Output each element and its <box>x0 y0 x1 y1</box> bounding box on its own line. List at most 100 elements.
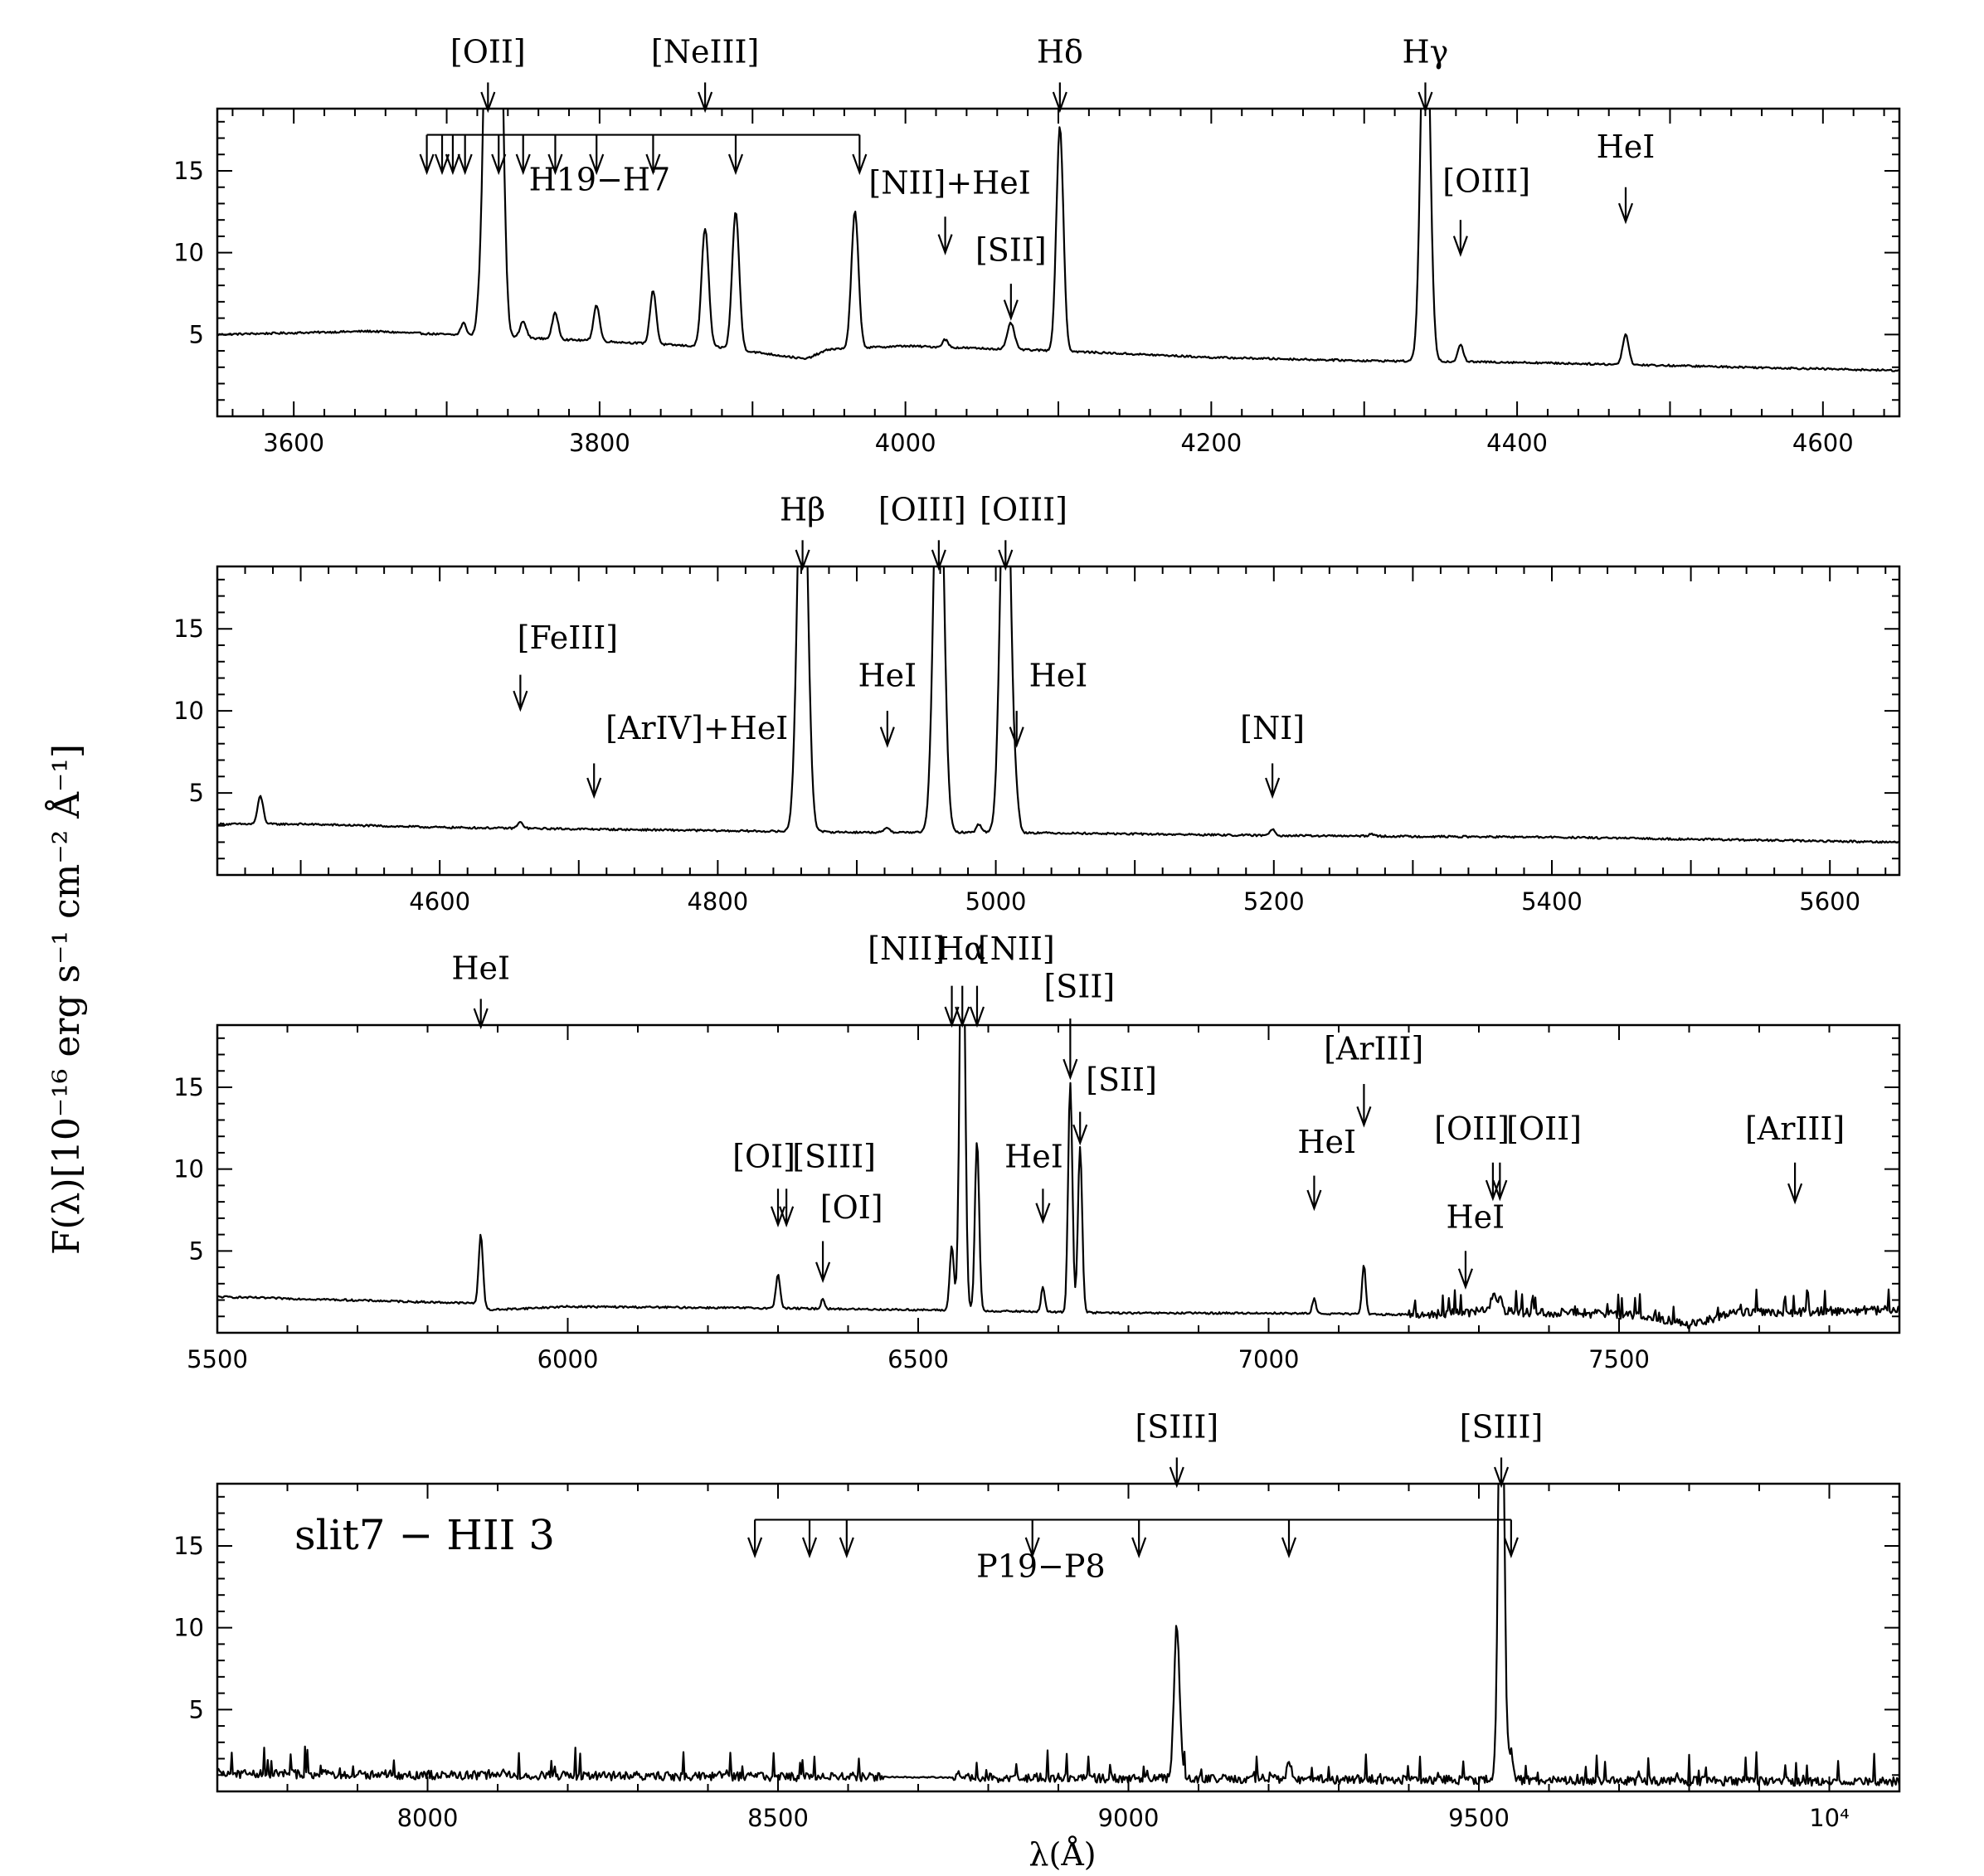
bracket-arrowhead <box>839 1537 854 1559</box>
line-marker: [OIII] <box>980 492 1067 571</box>
marker-arrowhead <box>1072 1124 1088 1146</box>
x-tick-label: 5600 <box>1799 887 1860 916</box>
marker-arrowhead <box>1356 1106 1372 1128</box>
x-tick-label: 4600 <box>1792 429 1854 457</box>
marker-arrowhead <box>1492 1179 1508 1202</box>
marker-arrowhead <box>1617 202 1634 225</box>
panel-4: 8000 8500 9000 9500 10⁴ 5 10 15 [SIII] [SIII] P19−… <box>173 1409 1901 1832</box>
marker-arrowhead <box>1009 727 1024 748</box>
x-axis-title: λ(Å) <box>1028 1836 1096 1873</box>
y-tick-label: 5 <box>189 1237 204 1265</box>
line-marker: [ArIII] <box>1324 1030 1423 1128</box>
line-marker: [OII] <box>1492 1111 1582 1202</box>
line-marker: HeI <box>1597 129 1656 225</box>
line-label: [SIII] <box>1460 1409 1544 1446</box>
x-tick-label: 9500 <box>1448 1804 1510 1832</box>
panel-annotation: slit7 − HII 3 <box>294 1511 555 1559</box>
line-marker: Hγ <box>1403 34 1448 114</box>
spectrum-line <box>217 108 1899 372</box>
line-label: HeI <box>1597 129 1656 165</box>
line-marker: [OIII] <box>1442 163 1530 257</box>
marker-arrowhead <box>1417 91 1433 114</box>
y-tick-label: 15 <box>173 1532 204 1560</box>
line-label: [NII] <box>868 931 945 967</box>
marker-arrowhead <box>1035 1203 1051 1225</box>
plot-frame <box>216 565 1901 877</box>
marker-arrowhead <box>1063 1058 1078 1081</box>
marker-arrowhead <box>513 690 528 712</box>
line-marker: Hδ <box>1037 34 1083 114</box>
y-axis-title: F(λ)[10⁻¹⁶ erg s⁻¹ cm⁻² Å⁻¹] <box>44 744 88 1255</box>
marker-arrowhead <box>795 549 810 571</box>
panel-2: 4600 4800 5000 5200 5400 5600 5 10 15 Hβ [OIII] [OI… <box>173 492 1901 916</box>
line-marker: [SII] <box>1043 968 1115 1081</box>
line-label: [SIII] <box>1135 1409 1218 1446</box>
bracket-arrowhead <box>589 153 605 176</box>
line-label: HeI <box>1446 1199 1505 1236</box>
line-label: Hδ <box>1037 34 1083 70</box>
line-marker: [ArIII] <box>1745 1111 1845 1205</box>
x-tick-label: 4400 <box>1486 429 1548 457</box>
marker-arrowhead <box>879 727 895 748</box>
line-label: HeI <box>1297 1124 1356 1160</box>
bracket-label: H19−H7 <box>529 162 671 198</box>
bracket-arrowhead <box>515 153 531 176</box>
marker-arrowhead <box>1003 299 1019 321</box>
marker-arrowhead <box>1787 1183 1803 1205</box>
line-label: [NI] <box>1240 710 1305 746</box>
line-marker: [SIII] <box>1135 1409 1218 1489</box>
line-label: [OII] <box>450 34 526 70</box>
line-label: Hβ <box>780 492 825 528</box>
marker-arrowhead <box>1306 1189 1322 1212</box>
plot-frame <box>216 1023 1901 1334</box>
panel-3: 5500 6000 6500 7000 7500 5 10 15 HeI [NII]Hα[NII]… <box>173 931 1901 1373</box>
marker-arrowhead <box>1265 777 1281 799</box>
y-tick-label: 5 <box>189 1695 204 1723</box>
line-marker: Hβ <box>780 492 825 571</box>
line-marker: HeI <box>1009 657 1088 748</box>
x-tick-label: 10⁴ <box>1809 1804 1850 1832</box>
line-marker: [OI] <box>815 1189 883 1284</box>
y-tick-label: 10 <box>173 1614 204 1642</box>
bracket-arrowhead <box>645 153 661 176</box>
marker-arrowhead <box>1494 1466 1510 1489</box>
marker-arrowhead <box>937 234 953 255</box>
line-marker: [FeIII] <box>513 620 618 712</box>
bracket-arrowhead <box>747 1537 763 1559</box>
line-label: HeI <box>1004 1139 1063 1175</box>
line-marker: Hα <box>936 931 985 1028</box>
line-marker: HeI <box>1446 1199 1505 1290</box>
line-marker: [SIII] <box>779 1139 876 1227</box>
line-marker: HeI <box>858 657 917 748</box>
marker-arrowhead <box>1457 1268 1473 1290</box>
bracket-arrowhead <box>547 153 563 176</box>
line-label: [OIII] <box>1442 163 1530 200</box>
marker-arrowhead <box>480 91 496 114</box>
x-tick-label: 6000 <box>537 1345 599 1373</box>
bracket-arrowhead <box>445 153 460 176</box>
line-marker: HeI <box>1297 1124 1356 1212</box>
bracket-arrowhead <box>852 153 868 176</box>
x-tick-label: 9000 <box>1098 1804 1160 1832</box>
bracket-arrowhead <box>457 153 473 176</box>
line-label: [OIII] <box>980 492 1067 528</box>
line-label: HeI <box>1029 657 1088 693</box>
line-label: [NeIII] <box>651 34 759 70</box>
x-tick-label: 5400 <box>1521 887 1583 916</box>
x-tick-label: 7000 <box>1238 1345 1300 1373</box>
marker-arrowhead <box>815 1261 831 1284</box>
x-tick-label: 8000 <box>397 1804 459 1832</box>
bracket-arrowhead <box>1281 1537 1297 1559</box>
line-label: [NII]+HeI <box>868 165 1030 202</box>
marker-arrowhead <box>944 1006 960 1028</box>
line-marker: [ArIV]+HeI <box>586 710 788 799</box>
marker-arrowhead <box>1169 1466 1184 1489</box>
marker-arrowhead <box>1452 236 1468 257</box>
marker-arrowhead <box>1485 1179 1500 1202</box>
line-label: [SII] <box>975 232 1047 269</box>
marker-arrowhead <box>998 549 1014 571</box>
marker-arrowhead <box>698 91 713 114</box>
line-label: [OII] <box>1506 1111 1582 1147</box>
marker-arrowhead <box>473 1008 489 1030</box>
bracket-arrowhead <box>491 153 507 176</box>
